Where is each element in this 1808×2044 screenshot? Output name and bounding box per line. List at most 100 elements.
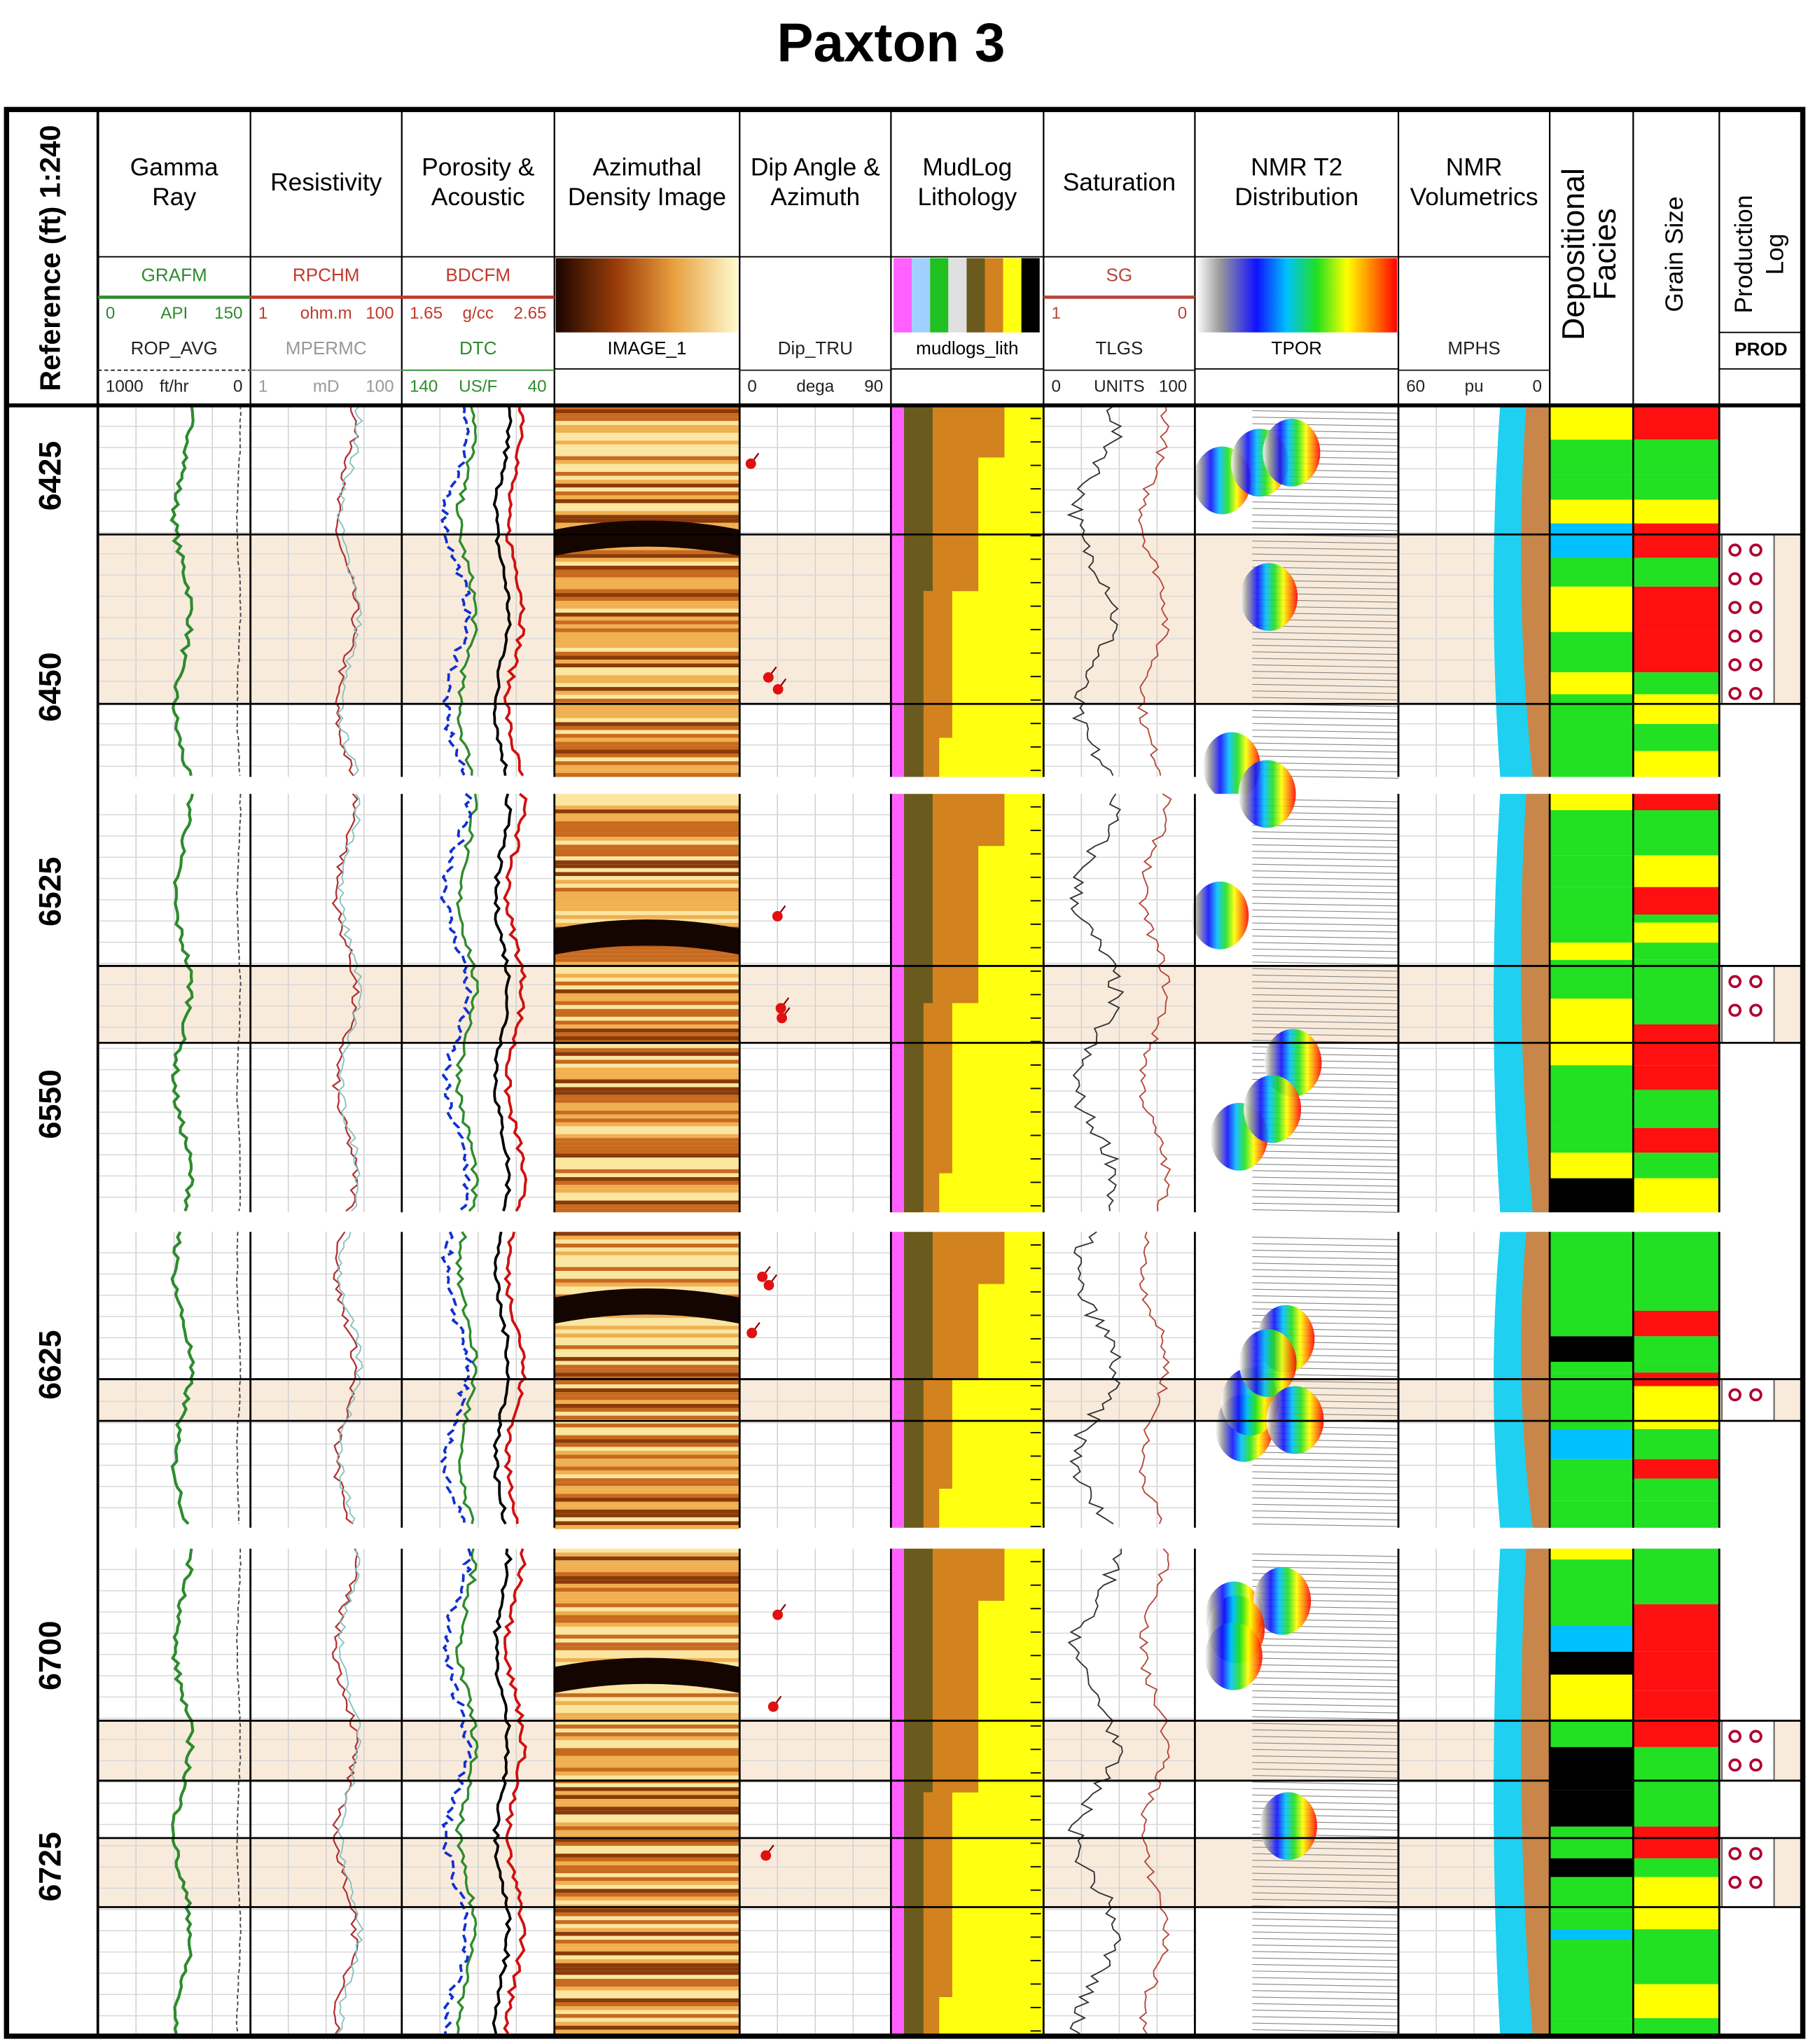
image-stripe (554, 1055, 740, 1060)
track-title: NMR T2 (1251, 153, 1342, 181)
nmr-colorbar (1196, 258, 1398, 333)
frame (4, 106, 1806, 2039)
nmr-trace (1252, 690, 1399, 694)
image-stripe (554, 1494, 740, 1498)
nmr-trace (1252, 1697, 1399, 1701)
image-stripe (554, 1497, 740, 1502)
prod-drop (1728, 543, 1741, 557)
facies-block (1550, 523, 1634, 558)
dip-dot (772, 1609, 784, 1620)
image-stripe (554, 950, 740, 954)
nmr-trace (1252, 1237, 1399, 1240)
image-stripe (554, 440, 740, 445)
image-stripe (554, 856, 740, 861)
image-stripe (554, 1744, 740, 1748)
sg-curve (1139, 1548, 1170, 2034)
image-stripe (554, 742, 740, 746)
image-dark-bed (554, 1288, 740, 1324)
nmr-trace (1252, 1503, 1399, 1508)
image-stripe (554, 884, 740, 888)
grain-block (1633, 1877, 1720, 1912)
dip-dot (772, 911, 783, 922)
nmr-trace (1252, 1957, 1399, 1961)
nmr-trace (1252, 1683, 1399, 1688)
track-title: Density Image (568, 183, 726, 211)
nmr-trace (1252, 889, 1399, 894)
nmr-trace (1252, 1282, 1399, 1286)
image-stripe (554, 1478, 740, 1482)
image-stripe (554, 655, 740, 660)
image-stripe (554, 1474, 740, 1479)
nmr-trace (1252, 1729, 1399, 1733)
facies-block (1550, 723, 1634, 751)
image-stripe (554, 483, 740, 488)
image-stripe (554, 1791, 740, 1795)
nmr-trace (1252, 1736, 1399, 1739)
track-title: NMR (1446, 153, 1503, 181)
permeability-curve (336, 405, 363, 777)
dip-dot (746, 1328, 758, 1339)
nmr-trace (1252, 1464, 1399, 1468)
nmr-trace (1252, 1938, 1399, 1942)
curve-name: ROP_AVG (131, 338, 218, 359)
resistivity-curve (333, 1231, 359, 1525)
nmr-trace (1252, 929, 1399, 933)
nmr-trace (1252, 1256, 1399, 1260)
image-stripe (554, 1442, 740, 1447)
image-stripe (554, 1701, 740, 1705)
image-stripe (554, 1052, 740, 1056)
image-stripe (554, 569, 740, 574)
curve-name: GRAFM (141, 265, 207, 286)
image-stripe (554, 1255, 740, 1260)
prod-drop (1728, 1730, 1741, 1743)
image-stripe (554, 683, 740, 688)
scale-left: 1 (258, 304, 267, 323)
image-stripe (554, 1314, 740, 1319)
prod-drop (1749, 1758, 1762, 1772)
facies-block (1550, 1877, 1634, 1912)
image-stripe (554, 1564, 740, 1569)
image-stripe (554, 651, 740, 656)
nmr-peak (1244, 1075, 1302, 1143)
facies-block (1550, 672, 1634, 695)
dip-dot (745, 458, 756, 469)
nmr-trace (1252, 632, 1399, 636)
nmr-trace (1252, 1983, 1399, 1987)
nmr-trace (1252, 1638, 1399, 1642)
nmr-trace (1252, 1033, 1399, 1037)
curve-name: TLGS (1095, 338, 1143, 359)
nmr-trace (1252, 863, 1399, 868)
grain-block (1633, 1127, 1720, 1153)
image-stripe (554, 2017, 740, 2022)
sonic-curve (492, 405, 513, 776)
prod-box (1721, 1837, 1775, 1908)
image-stripe (554, 852, 740, 857)
nmr-trace (1252, 2010, 1399, 2013)
facies-block (1550, 1127, 1634, 1153)
nmr-trace (1252, 1651, 1399, 1655)
image-stripe (554, 1728, 740, 1733)
image-stripe (554, 1807, 740, 1811)
nmr-trace (1252, 742, 1399, 746)
image-stripe (554, 1259, 740, 1263)
track-title: Distribution (1235, 183, 1358, 211)
track-title: Azimuth (770, 183, 860, 211)
image-stripe (554, 480, 740, 484)
image-stripe (554, 1372, 740, 1377)
grain-block (1633, 1310, 1720, 1337)
image-stripe (554, 1576, 740, 1580)
image-stripe (554, 1318, 740, 1322)
facies-block (1550, 439, 1634, 475)
nmr-trace (1252, 710, 1399, 714)
facies-block (1550, 1090, 1634, 1128)
image-stripe (554, 1951, 740, 1956)
scale-left: 1 (1052, 304, 1061, 323)
image-stripe (554, 1204, 740, 1209)
nmr-trace (1252, 1748, 1399, 1753)
nmr-trace (1252, 981, 1399, 985)
grain-block (1633, 922, 1720, 943)
prod-drop (1749, 1730, 1762, 1743)
facies-block (1550, 1826, 1634, 1858)
nmr-trace (1252, 1510, 1399, 1514)
image-stripe (554, 745, 740, 750)
